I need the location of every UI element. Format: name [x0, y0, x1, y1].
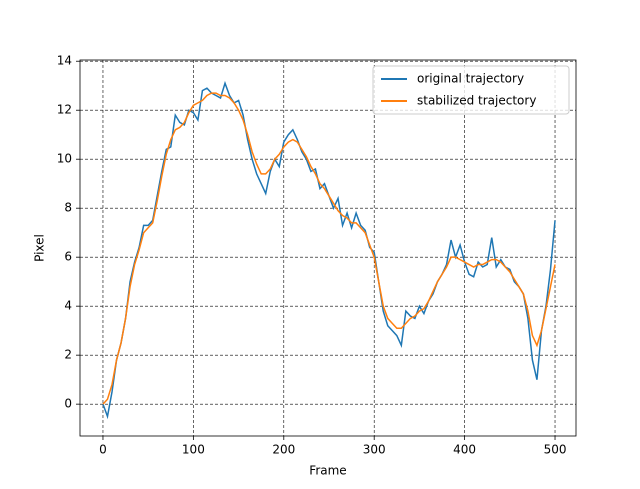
legend-label: stabilized trajectory: [417, 94, 536, 108]
x-tick-label: 500: [544, 443, 567, 457]
legend-box: [372, 65, 570, 115]
x-tick-label: 300: [363, 443, 386, 457]
axes-frame: [79, 59, 577, 437]
y-tick-label: 12: [57, 103, 72, 117]
y-tick-label: 2: [64, 348, 72, 362]
x-tick-label: 100: [182, 443, 205, 457]
x-axis-label: Frame: [309, 464, 346, 478]
x-tick-label: 400: [453, 443, 476, 457]
line-series: [102, 80, 556, 420]
y-tick-label: 10: [57, 152, 72, 166]
y-axis-label: Pixel: [33, 234, 47, 262]
x-tick-label: 200: [272, 443, 295, 457]
x-tick-label: 0: [99, 443, 107, 457]
y-tick-label: 4: [64, 299, 72, 313]
legend: original trajectory stabilized trajectory: [372, 65, 570, 115]
y-tick-label: 14: [57, 54, 72, 68]
legend-label: original trajectory: [417, 72, 524, 86]
line-series: [102, 92, 556, 405]
y-tick-label: 8: [64, 201, 72, 215]
y-tick-label: 0: [64, 397, 72, 411]
y-tick-label: 6: [64, 250, 72, 264]
